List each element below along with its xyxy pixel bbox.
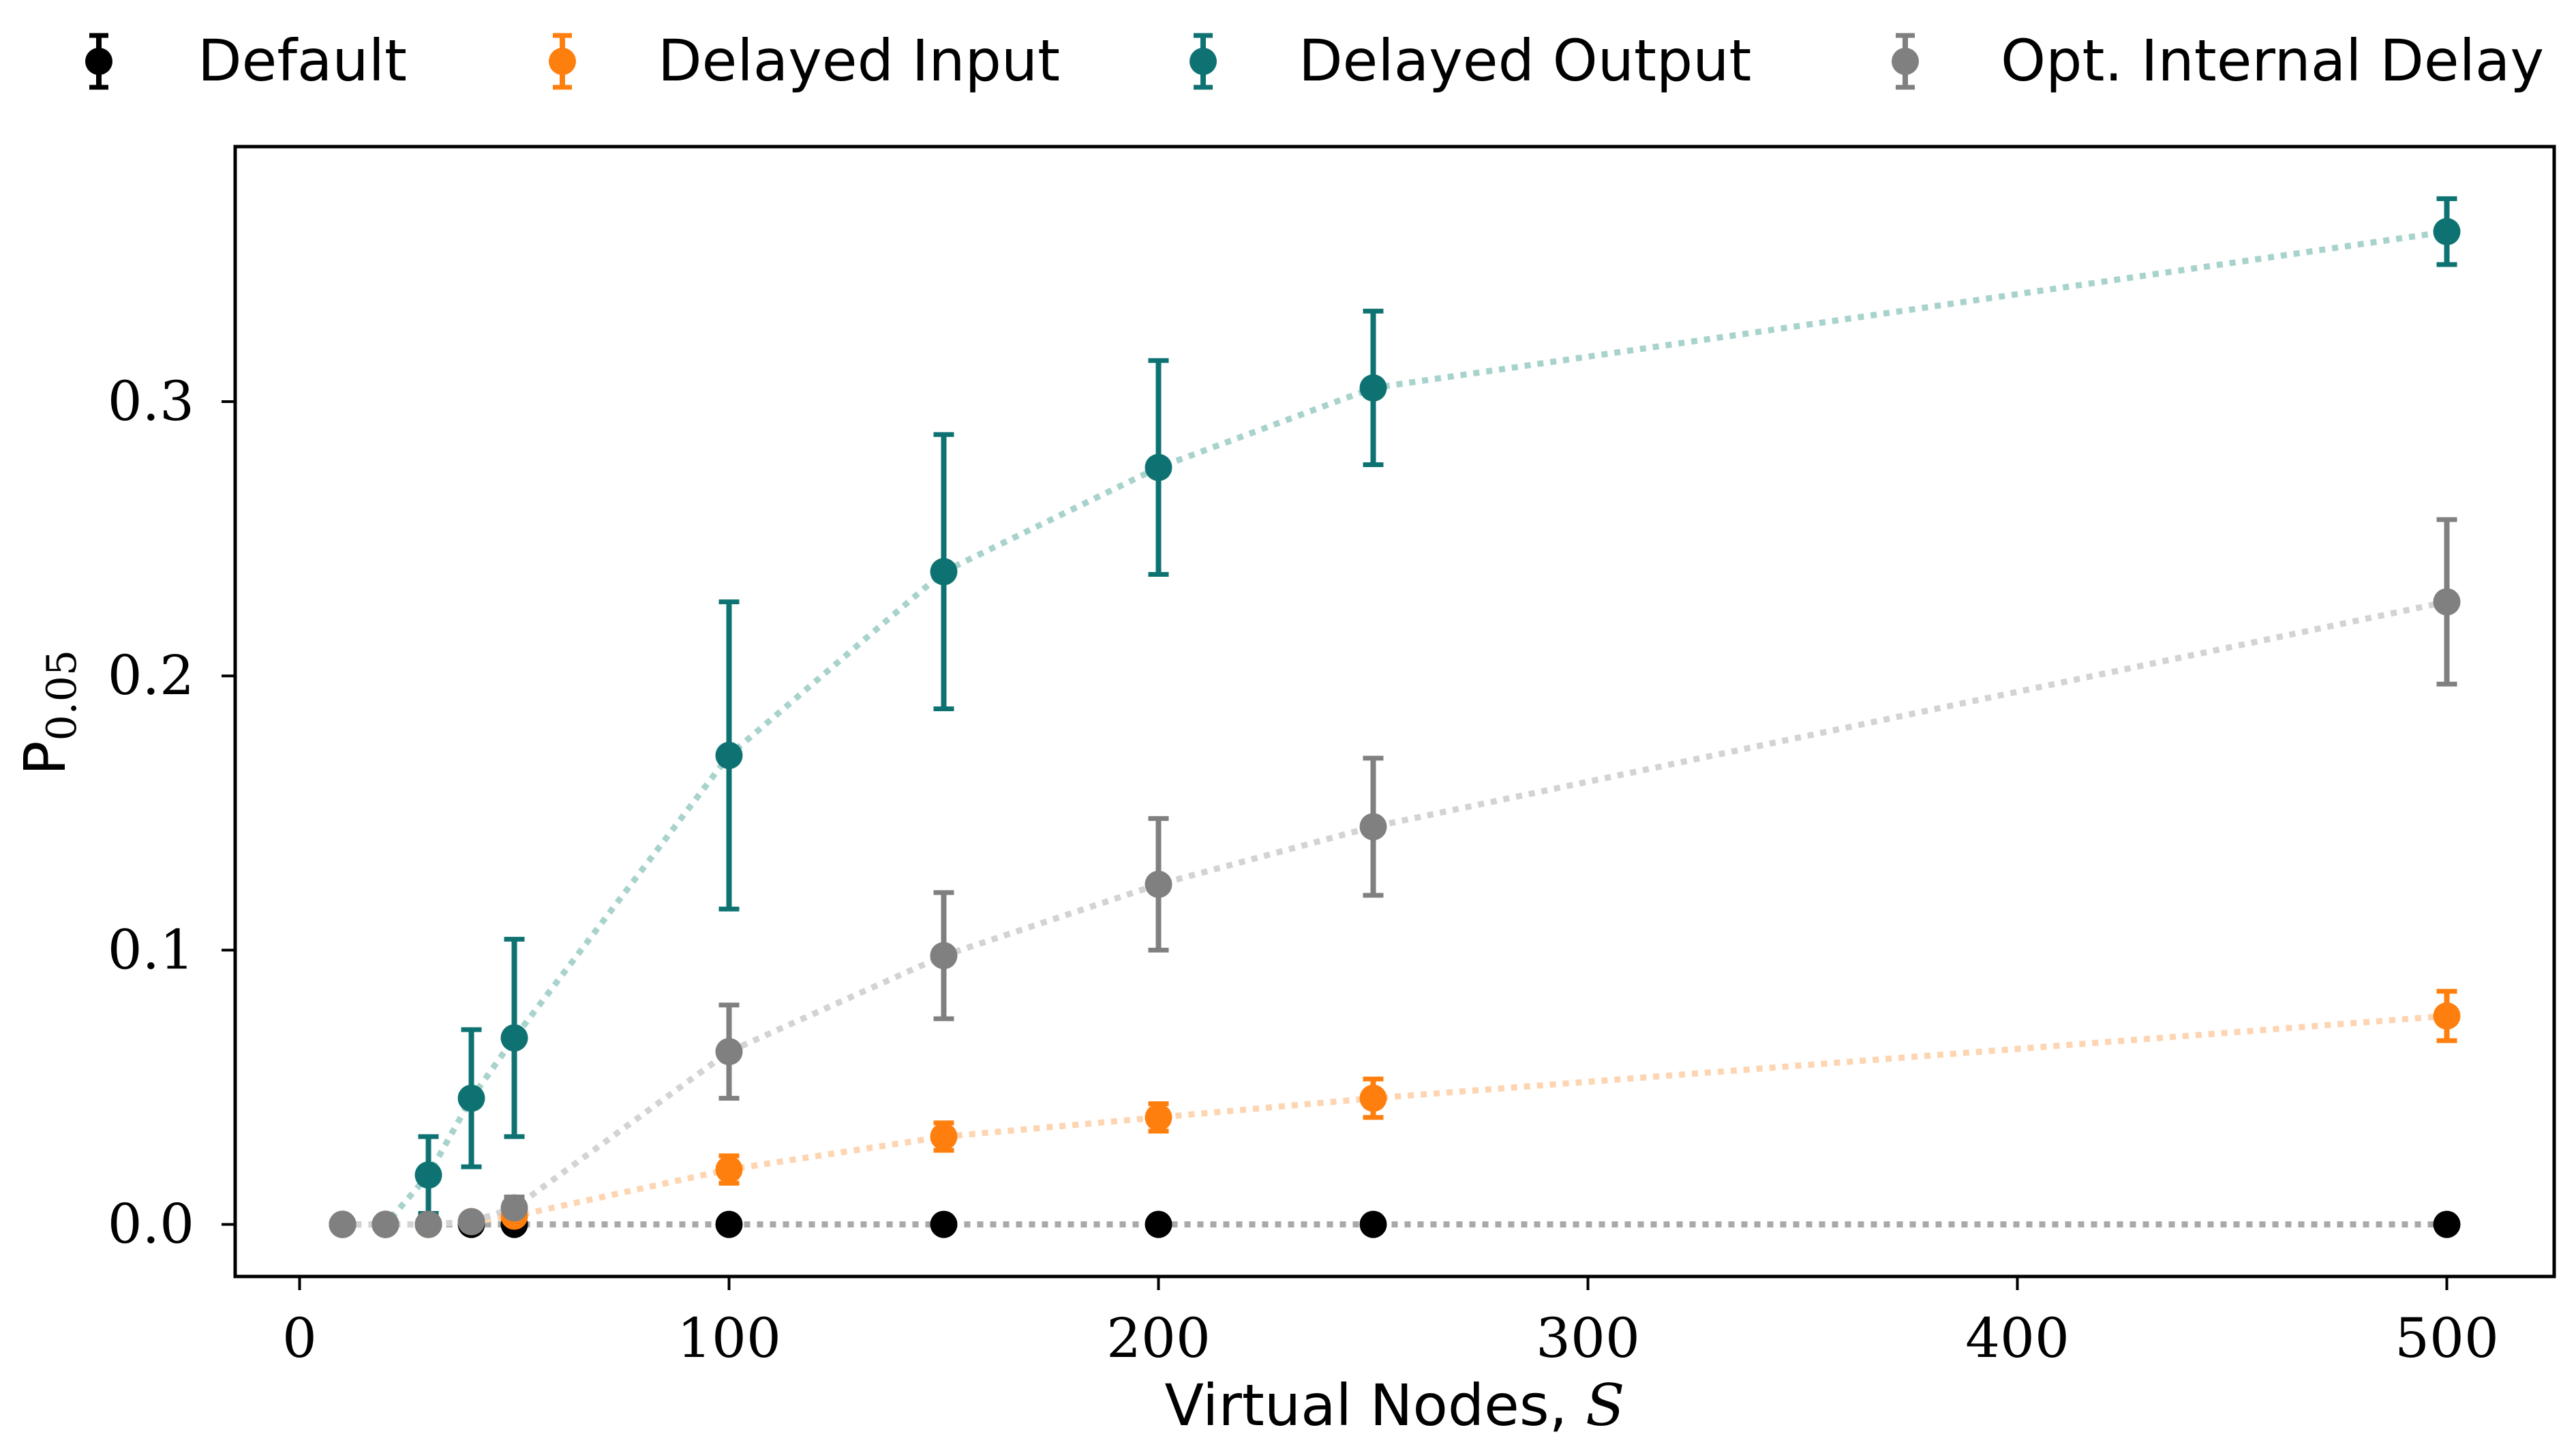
x-axis-label-text: Virtual Nodes, — [1164, 1372, 1586, 1439]
data-point-opt-internal-delay-20 — [372, 1210, 399, 1238]
data-point-delayed-input-150 — [930, 1122, 958, 1150]
data-point-delayed-output-50 — [500, 1024, 528, 1052]
legend-item-opt-internal-delay: Opt. Internal Delay — [1892, 27, 2544, 94]
legend-label-opt-internal-delay: Opt. Internal Delay — [2001, 27, 2544, 94]
x-tick-label-400: 400 — [1965, 1306, 2070, 1370]
series-line-opt-internal-delay — [342, 599, 2448, 1228]
data-point-opt-internal-delay-30 — [414, 1210, 442, 1238]
data-point-delayed-output-100 — [715, 741, 743, 769]
y-tick-label-0: 0.0 — [108, 1193, 194, 1256]
legend-label-delayed-input: Delayed Input — [658, 27, 1060, 94]
legend-marker-dot — [549, 48, 576, 75]
legend-marker-dot — [1189, 48, 1217, 75]
x-tick-label-300: 300 — [1536, 1306, 1640, 1370]
data-point-default-200 — [1145, 1210, 1172, 1238]
plot-frame — [233, 145, 2556, 1279]
data-point-opt-internal-delay-40 — [457, 1208, 485, 1236]
data-point-opt-internal-delay-250 — [1359, 813, 1387, 841]
data-point-delayed-output-250 — [1359, 374, 1387, 402]
legend-marker-dot — [85, 48, 112, 75]
legend: Default Delayed Input Delayed Output Opt. I… — [85, 27, 2544, 94]
y-tick-label-0.1: 0.1 — [108, 918, 194, 981]
legend-marker-dot — [1892, 48, 1919, 75]
y-axis-label-subscript: 0.05 — [38, 650, 86, 741]
data-point-opt-internal-delay-10 — [329, 1210, 357, 1238]
data-point-delayed-output-150 — [930, 558, 958, 586]
legend-item-delayed-output: Delayed Output — [1189, 27, 1751, 94]
data-point-default-150 — [930, 1210, 958, 1238]
data-point-delayed-output-500 — [2433, 218, 2461, 245]
data-point-opt-internal-delay-150 — [930, 942, 958, 970]
data-point-default-250 — [1359, 1210, 1387, 1238]
data-point-opt-internal-delay-50 — [500, 1194, 528, 1222]
x-axis-label-variable: S — [1586, 1372, 1625, 1439]
data-point-delayed-input-200 — [1145, 1103, 1172, 1131]
data-point-delayed-input-250 — [1359, 1084, 1387, 1112]
data-point-opt-internal-delay-200 — [1145, 870, 1172, 898]
data-point-delayed-input-500 — [2433, 1002, 2461, 1030]
x-tick-label-200: 200 — [1106, 1306, 1211, 1370]
data-point-delayed-output-30 — [414, 1161, 442, 1189]
data-point-default-500 — [2433, 1210, 2461, 1238]
data-point-delayed-input-100 — [715, 1156, 743, 1184]
x-axis-ticks: 0 100 200 300 400 500 — [282, 1276, 2499, 1370]
y-axis-ticks: 0.0 0.1 0.2 0.3 — [108, 370, 235, 1256]
series-line-delayed-input — [342, 1013, 2447, 1228]
x-tick-label-0: 0 — [282, 1306, 317, 1370]
x-tick-label-500: 500 — [2395, 1306, 2499, 1370]
x-axis-label: Virtual Nodes, S — [1164, 1372, 1624, 1439]
y-tick-label-0.3: 0.3 — [108, 370, 194, 433]
y-tick-label-0.2: 0.2 — [108, 644, 194, 707]
series-line-delayed-output — [342, 228, 2448, 1228]
legend-item-delayed-input: Delayed Input — [549, 27, 1060, 94]
y-axis-label: P0.05 — [12, 650, 86, 775]
legend-label-default: Default — [198, 27, 407, 94]
series-lines — [342, 228, 2448, 1228]
y-axis-label-main: P — [12, 741, 78, 775]
data-point-default-100 — [715, 1210, 743, 1238]
data-point-opt-internal-delay-100 — [715, 1038, 743, 1066]
legend-item-default: Default — [85, 27, 407, 94]
legend-label-delayed-output: Delayed Output — [1299, 27, 1751, 94]
x-tick-label-100: 100 — [677, 1306, 781, 1370]
data-point-opt-internal-delay-500 — [2433, 588, 2461, 616]
data-point-delayed-output-40 — [457, 1084, 485, 1112]
data-points — [329, 218, 2461, 1238]
data-point-delayed-output-200 — [1145, 453, 1172, 481]
